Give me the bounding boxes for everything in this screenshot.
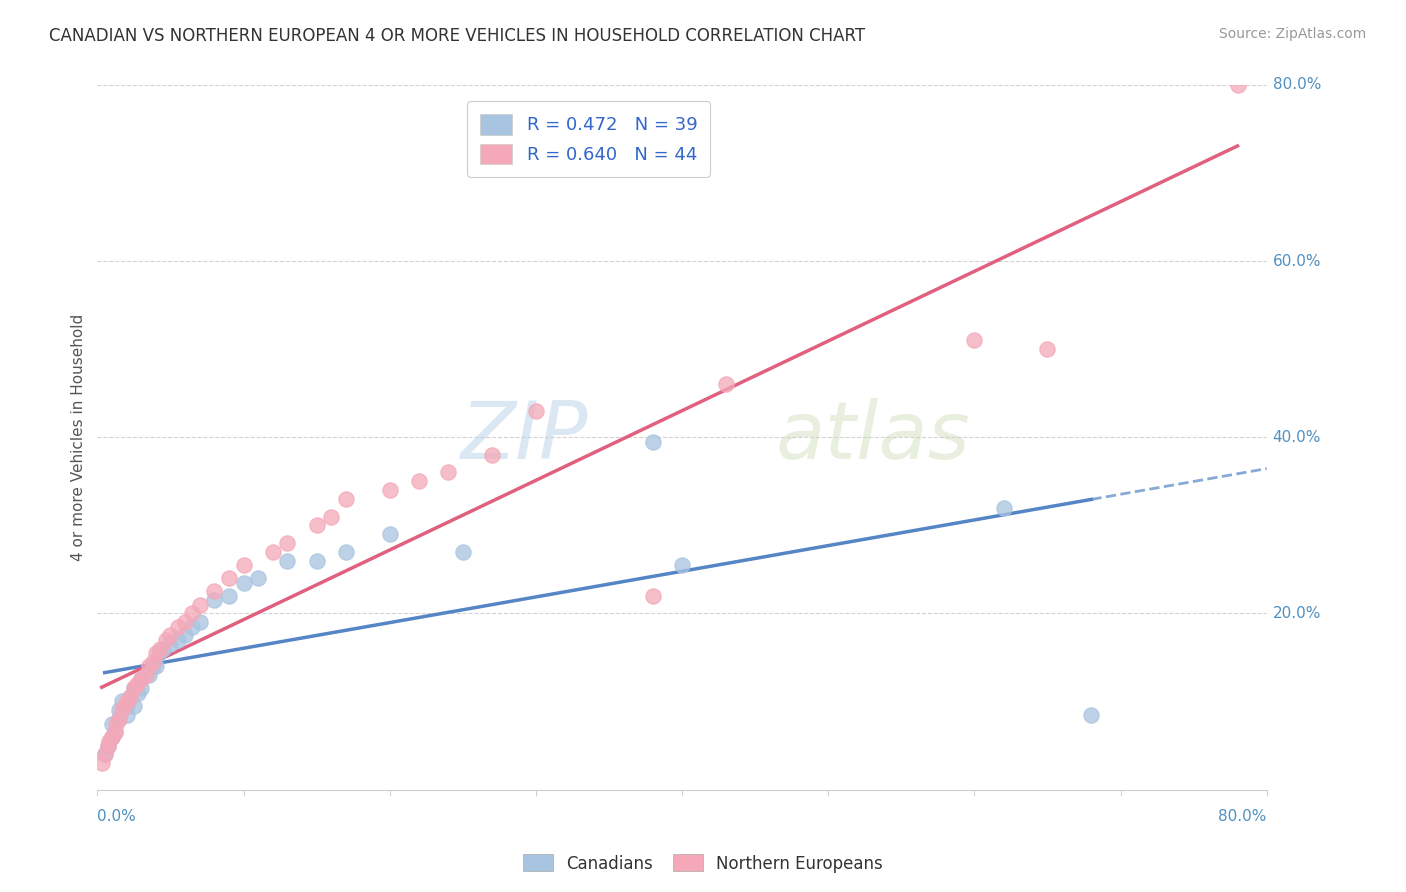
Point	[112, 698, 135, 713]
Point	[159, 628, 181, 642]
Point	[437, 466, 460, 480]
Point	[129, 673, 152, 687]
Point	[149, 641, 172, 656]
Point	[129, 673, 152, 687]
Point	[138, 659, 160, 673]
Point	[138, 668, 160, 682]
Point	[181, 619, 204, 633]
Point	[408, 475, 430, 489]
Point	[122, 681, 145, 696]
Point	[152, 641, 174, 656]
Point	[641, 589, 664, 603]
Text: Source: ZipAtlas.com: Source: ZipAtlas.com	[1219, 27, 1367, 41]
Point	[129, 681, 152, 696]
Point	[108, 712, 131, 726]
Point	[115, 694, 138, 708]
Point	[122, 681, 145, 696]
Text: 60.0%: 60.0%	[1272, 253, 1322, 268]
Text: atlas: atlas	[776, 398, 970, 476]
Point	[111, 703, 134, 717]
Point	[1036, 342, 1059, 356]
Point	[90, 756, 112, 771]
Point	[118, 690, 141, 704]
Text: 80.0%: 80.0%	[1219, 809, 1267, 824]
Point	[993, 500, 1015, 515]
Text: 0.0%: 0.0%	[97, 809, 136, 824]
Text: ZIP: ZIP	[461, 398, 589, 476]
Point	[218, 589, 240, 603]
Point	[641, 434, 664, 449]
Point	[101, 716, 124, 731]
Point	[202, 584, 225, 599]
Point	[125, 677, 148, 691]
Point	[202, 593, 225, 607]
Point	[335, 545, 357, 559]
Point	[142, 655, 165, 669]
Point	[181, 607, 204, 621]
Point	[671, 558, 693, 572]
Point	[127, 686, 149, 700]
Point	[97, 739, 120, 753]
Point	[232, 558, 254, 572]
Point	[218, 571, 240, 585]
Point	[321, 509, 343, 524]
Point	[451, 545, 474, 559]
Text: 20.0%: 20.0%	[1272, 606, 1322, 621]
Point	[188, 615, 211, 630]
Legend: Canadians, Northern Europeans: Canadians, Northern Europeans	[516, 847, 890, 880]
Point	[104, 725, 127, 739]
Point	[378, 483, 401, 497]
Legend: R = 0.472   N = 39, R = 0.640   N = 44: R = 0.472 N = 39, R = 0.640 N = 44	[467, 101, 710, 177]
Point	[97, 739, 120, 753]
Point	[247, 571, 270, 585]
Point	[714, 377, 737, 392]
Text: CANADIAN VS NORTHERN EUROPEAN 4 OR MORE VEHICLES IN HOUSEHOLD CORRELATION CHART: CANADIAN VS NORTHERN EUROPEAN 4 OR MORE …	[49, 27, 865, 45]
Point	[159, 637, 181, 651]
Point	[148, 646, 170, 660]
Point	[155, 632, 177, 647]
Point	[1226, 78, 1249, 92]
Point	[276, 553, 298, 567]
Text: 80.0%: 80.0%	[1272, 78, 1322, 93]
Point	[101, 730, 124, 744]
Point	[232, 575, 254, 590]
Point	[305, 553, 328, 567]
Point	[335, 491, 357, 506]
Point	[135, 668, 157, 682]
Point	[108, 703, 131, 717]
Point	[93, 747, 115, 762]
Point	[174, 628, 197, 642]
Point	[305, 518, 328, 533]
Point	[101, 730, 124, 744]
Point	[105, 716, 128, 731]
Point	[98, 734, 121, 748]
Point	[276, 536, 298, 550]
Point	[104, 725, 127, 739]
Text: 40.0%: 40.0%	[1272, 430, 1322, 445]
Point	[166, 632, 188, 647]
Point	[108, 712, 131, 726]
Point	[524, 404, 547, 418]
Point	[481, 448, 503, 462]
Point	[115, 707, 138, 722]
Point	[166, 619, 188, 633]
Point	[118, 690, 141, 704]
Point	[145, 646, 167, 660]
Point	[111, 694, 134, 708]
Y-axis label: 4 or more Vehicles in Household: 4 or more Vehicles in Household	[72, 314, 86, 561]
Point	[142, 659, 165, 673]
Point	[188, 598, 211, 612]
Point	[174, 615, 197, 630]
Point	[115, 698, 138, 713]
Point	[963, 334, 986, 348]
Point	[93, 747, 115, 762]
Point	[262, 545, 284, 559]
Point	[145, 659, 167, 673]
Point	[122, 698, 145, 713]
Point	[1080, 707, 1102, 722]
Point	[378, 527, 401, 541]
